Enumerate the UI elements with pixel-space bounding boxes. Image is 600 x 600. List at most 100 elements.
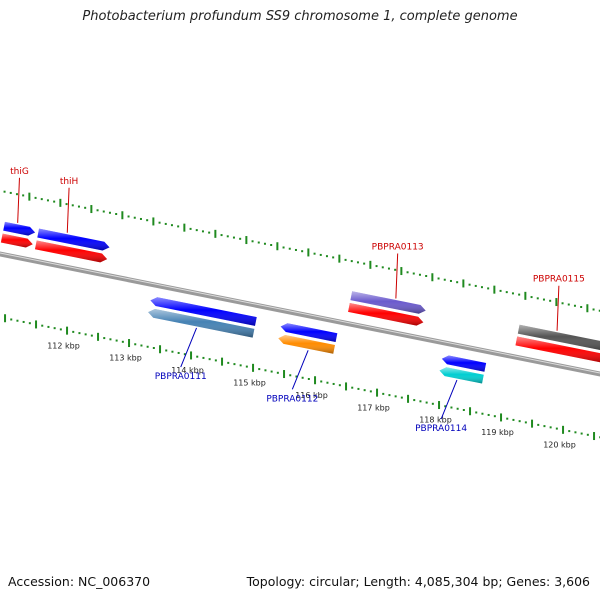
- tick-dot: [195, 229, 198, 232]
- tick-dot: [326, 381, 329, 384]
- tick-dot: [139, 217, 142, 220]
- tick-dot: [511, 292, 514, 295]
- tick-dot: [332, 382, 335, 385]
- feature-thiG-gene[interactable]: [3, 221, 36, 236]
- tick-dot: [245, 365, 248, 368]
- tick-dot: [301, 250, 304, 253]
- gene-label[interactable]: PBPRA0111: [155, 372, 207, 382]
- tick-dot: [456, 407, 459, 410]
- tick-dot: [499, 289, 502, 292]
- feature-PBPRA0114[interactable]: [441, 355, 487, 372]
- label-leader-line: [395, 253, 399, 299]
- feature-PBPRA0115-pseudo[interactable]: [517, 324, 600, 351]
- tick-dot: [90, 334, 93, 337]
- tick-dot: [177, 351, 180, 354]
- feature-PBPRA0112[interactable]: [280, 323, 338, 343]
- tick-dot: [568, 430, 571, 433]
- tick-dot: [512, 418, 515, 421]
- tick-dot: [34, 196, 37, 199]
- tick-dot: [518, 293, 521, 296]
- tick-dot: [425, 275, 428, 278]
- tick-dot: [257, 241, 260, 244]
- feature-thiH-gene[interactable]: [37, 228, 110, 251]
- tick-dot: [418, 273, 421, 276]
- tick-dot: [251, 240, 254, 243]
- gene-label[interactable]: PBPRA0112: [266, 394, 318, 404]
- feature-PBPRA0114-rna[interactable]: [439, 367, 484, 384]
- tick-dot: [53, 327, 56, 330]
- tick-dot: [537, 423, 540, 426]
- tick-dot: [382, 392, 385, 395]
- tick-dot: [301, 376, 304, 379]
- tick-dot: [480, 286, 483, 289]
- tick-dot: [580, 432, 583, 435]
- scale-label: 113 kbp: [109, 354, 142, 363]
- gene-label[interactable]: thiG: [10, 167, 29, 177]
- feature-PBPRA0111[interactable]: [150, 297, 257, 326]
- tick-dot: [375, 265, 378, 268]
- tick-dot: [264, 369, 267, 372]
- feature-thiG[interactable]: [0, 233, 33, 248]
- label-leader-line: [556, 285, 560, 331]
- tick-dot: [419, 400, 422, 403]
- feature-PBPRA0115[interactable]: [515, 336, 600, 363]
- tick-dot: [288, 247, 291, 250]
- gene-label[interactable]: PBPRA0113: [372, 242, 424, 252]
- tick-dot: [394, 395, 397, 398]
- tick-dot: [444, 405, 447, 408]
- tick-dot: [475, 411, 478, 414]
- scale-label: 120 kbp: [543, 440, 576, 449]
- tick-dot: [127, 215, 130, 218]
- tick-dot: [72, 330, 75, 333]
- tick-dot: [46, 199, 49, 202]
- feature-PBPRA0113-rna[interactable]: [350, 291, 426, 314]
- tick-dot: [350, 260, 353, 263]
- tick-dot: [258, 368, 261, 371]
- tick-dot: [226, 235, 229, 238]
- tick-dot: [437, 277, 440, 280]
- tick-dot: [493, 415, 496, 418]
- feature-PBPRA0113[interactable]: [348, 303, 424, 326]
- genome-summary-text: Topology: circular; Length: 4,085,304 bp…: [246, 574, 590, 589]
- label-leader-line: [66, 187, 70, 233]
- scale-label: 119 kbp: [481, 428, 514, 437]
- tick-dot: [134, 343, 137, 346]
- tick-dot: [146, 219, 149, 222]
- tick-dot: [431, 402, 434, 405]
- gene-label[interactable]: PBPRA0114: [415, 424, 467, 434]
- tick-dot: [456, 281, 459, 284]
- tick-dot: [71, 204, 74, 207]
- tick-dot: [239, 237, 242, 240]
- tick-dot: [196, 355, 199, 358]
- tick-dot: [65, 203, 68, 206]
- feature-PBPRA0111-cds[interactable]: [148, 308, 255, 338]
- tick-dot: [555, 427, 558, 430]
- tick-dot: [388, 394, 391, 397]
- tick-dot: [22, 320, 25, 323]
- feature-thiH[interactable]: [34, 240, 108, 263]
- tick-dot: [227, 361, 230, 364]
- tick-dot: [146, 345, 149, 348]
- tick-dot: [28, 322, 31, 325]
- tick-dot: [140, 344, 143, 347]
- tick-dot: [282, 246, 285, 249]
- tick-dot: [481, 412, 484, 415]
- tick-dot: [381, 266, 384, 269]
- tick-dot: [239, 364, 242, 367]
- tick-dot: [165, 349, 168, 352]
- tick-dot: [543, 425, 546, 428]
- tick-dot: [263, 242, 266, 245]
- tick-dot: [208, 358, 211, 361]
- tick-dot: [59, 328, 62, 331]
- tick-dot: [506, 417, 509, 420]
- tick-dot: [208, 231, 211, 234]
- gene-label[interactable]: thiH: [60, 177, 79, 187]
- tick-dot: [170, 224, 173, 227]
- tick-dot: [468, 283, 471, 286]
- feature-PBPRA0112-cds[interactable]: [278, 335, 335, 354]
- tick-dot: [344, 258, 347, 261]
- map-title: Photobacterium profundum SS9 chromosome …: [82, 9, 518, 24]
- tick-dot: [47, 325, 50, 328]
- gene-label[interactable]: PBPRA0115: [533, 275, 585, 285]
- tick-dot: [164, 222, 167, 225]
